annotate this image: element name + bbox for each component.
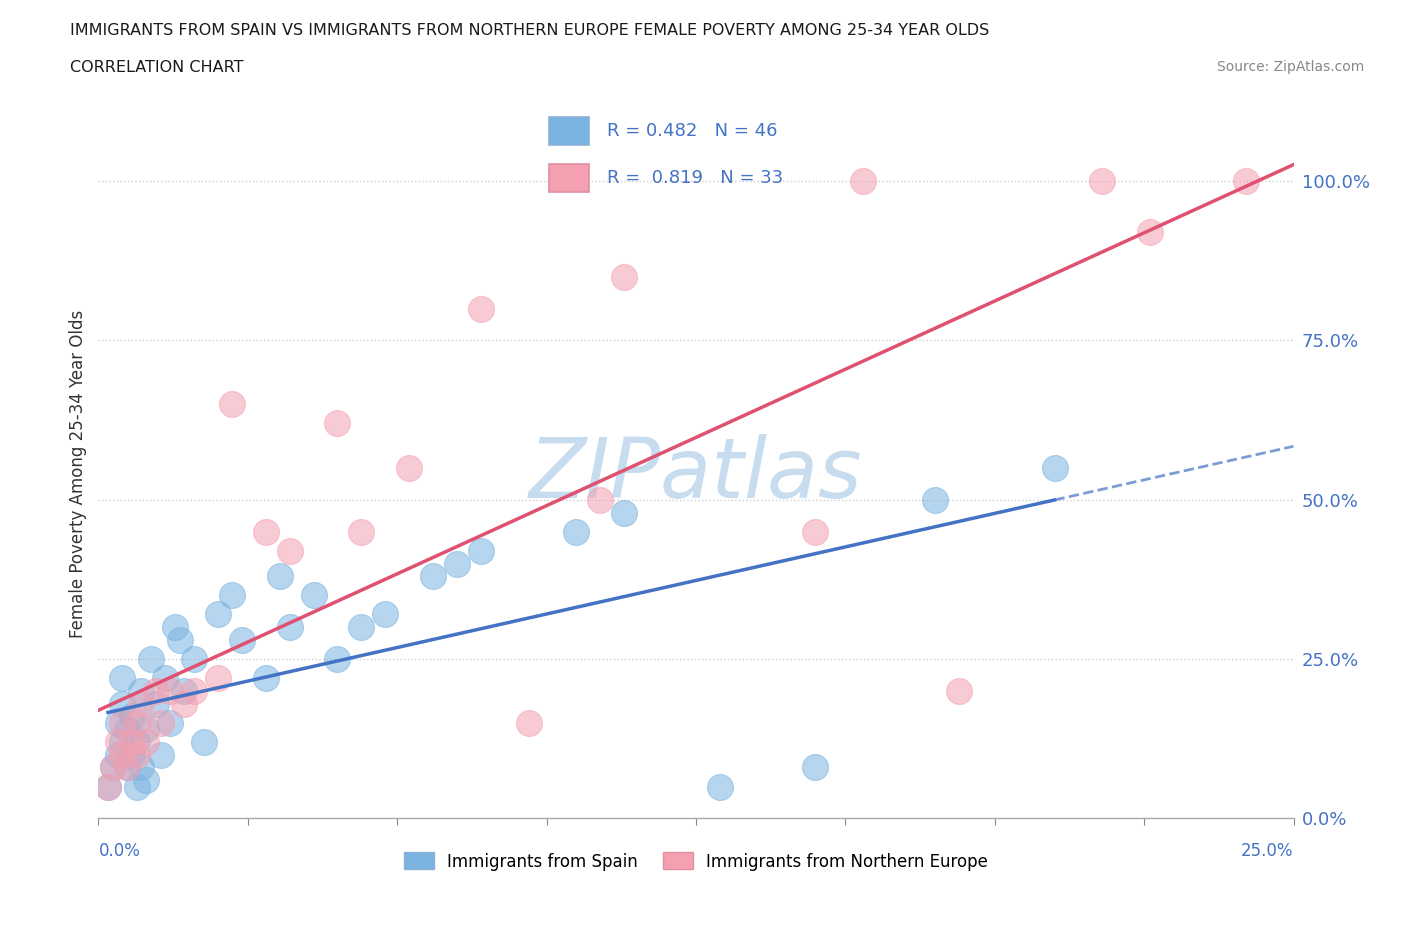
Point	[221, 588, 243, 603]
Text: R = 0.482   N = 46: R = 0.482 N = 46	[607, 122, 778, 140]
Point	[613, 505, 636, 520]
Point	[145, 697, 167, 711]
Point	[398, 460, 420, 475]
Point	[374, 607, 396, 622]
Text: R =  0.819   N = 33: R = 0.819 N = 33	[607, 169, 783, 187]
Point	[183, 684, 205, 698]
Point	[221, 397, 243, 412]
Point	[173, 697, 195, 711]
Point	[149, 747, 172, 762]
Point	[1139, 225, 1161, 240]
Point	[254, 525, 277, 539]
Point	[1234, 174, 1257, 189]
Point	[111, 747, 134, 762]
Text: IMMIGRANTS FROM SPAIN VS IMMIGRANTS FROM NORTHERN EUROPE FEMALE POVERTY AMONG 25: IMMIGRANTS FROM SPAIN VS IMMIGRANTS FROM…	[70, 23, 990, 38]
Point	[115, 760, 138, 775]
Point	[115, 722, 138, 737]
Point	[326, 416, 349, 431]
Point	[121, 735, 143, 750]
Point	[97, 779, 120, 794]
Point	[948, 684, 970, 698]
Point	[107, 715, 129, 730]
Point	[159, 684, 181, 698]
FancyBboxPatch shape	[548, 116, 589, 145]
FancyBboxPatch shape	[548, 164, 589, 193]
Point	[125, 715, 148, 730]
Y-axis label: Female Poverty Among 25-34 Year Olds: Female Poverty Among 25-34 Year Olds	[69, 311, 87, 638]
Text: Source: ZipAtlas.com: Source: ZipAtlas.com	[1216, 60, 1364, 74]
Point	[135, 722, 157, 737]
Point	[1043, 460, 1066, 475]
Point	[470, 301, 492, 316]
Point	[107, 747, 129, 762]
Point	[517, 715, 540, 730]
Point	[101, 760, 124, 775]
Point	[193, 735, 215, 750]
Point	[852, 174, 875, 189]
Point	[149, 715, 172, 730]
Point	[125, 735, 148, 750]
Point	[269, 569, 291, 584]
Point	[326, 652, 349, 667]
Point	[207, 671, 229, 685]
Text: 0.0%: 0.0%	[98, 842, 141, 860]
Legend: Immigrants from Spain, Immigrants from Northern Europe: Immigrants from Spain, Immigrants from N…	[395, 844, 997, 879]
Point	[111, 735, 134, 750]
Point	[709, 779, 731, 794]
Point	[155, 671, 177, 685]
Point	[135, 735, 157, 750]
Point	[111, 715, 134, 730]
Point	[1091, 174, 1114, 189]
Point	[97, 779, 120, 794]
Point	[231, 632, 253, 647]
Point	[254, 671, 277, 685]
Point	[125, 779, 148, 794]
Point	[804, 760, 827, 775]
Point	[111, 671, 134, 685]
Point	[183, 652, 205, 667]
Point	[135, 773, 157, 788]
Point	[804, 525, 827, 539]
Point	[173, 684, 195, 698]
Point	[163, 619, 186, 634]
Point	[470, 543, 492, 558]
Point	[107, 735, 129, 750]
Point	[111, 697, 134, 711]
Point	[169, 632, 191, 647]
Point	[613, 270, 636, 285]
Text: CORRELATION CHART: CORRELATION CHART	[70, 60, 243, 75]
Point	[115, 760, 138, 775]
Point	[302, 588, 325, 603]
Point	[131, 697, 153, 711]
Point	[422, 569, 444, 584]
Point	[159, 715, 181, 730]
Text: 25.0%: 25.0%	[1241, 842, 1294, 860]
Point	[350, 619, 373, 634]
Point	[278, 619, 301, 634]
Point	[131, 760, 153, 775]
Point	[139, 652, 162, 667]
Text: ZIPatlas: ZIPatlas	[529, 433, 863, 515]
Point	[101, 760, 124, 775]
Point	[278, 543, 301, 558]
Point	[589, 492, 612, 507]
Point	[121, 709, 143, 724]
Point	[924, 492, 946, 507]
Point	[446, 556, 468, 571]
Point	[350, 525, 373, 539]
Point	[145, 684, 167, 698]
Point	[565, 525, 588, 539]
Point	[207, 607, 229, 622]
Point	[125, 747, 148, 762]
Point	[131, 684, 153, 698]
Point	[121, 747, 143, 762]
